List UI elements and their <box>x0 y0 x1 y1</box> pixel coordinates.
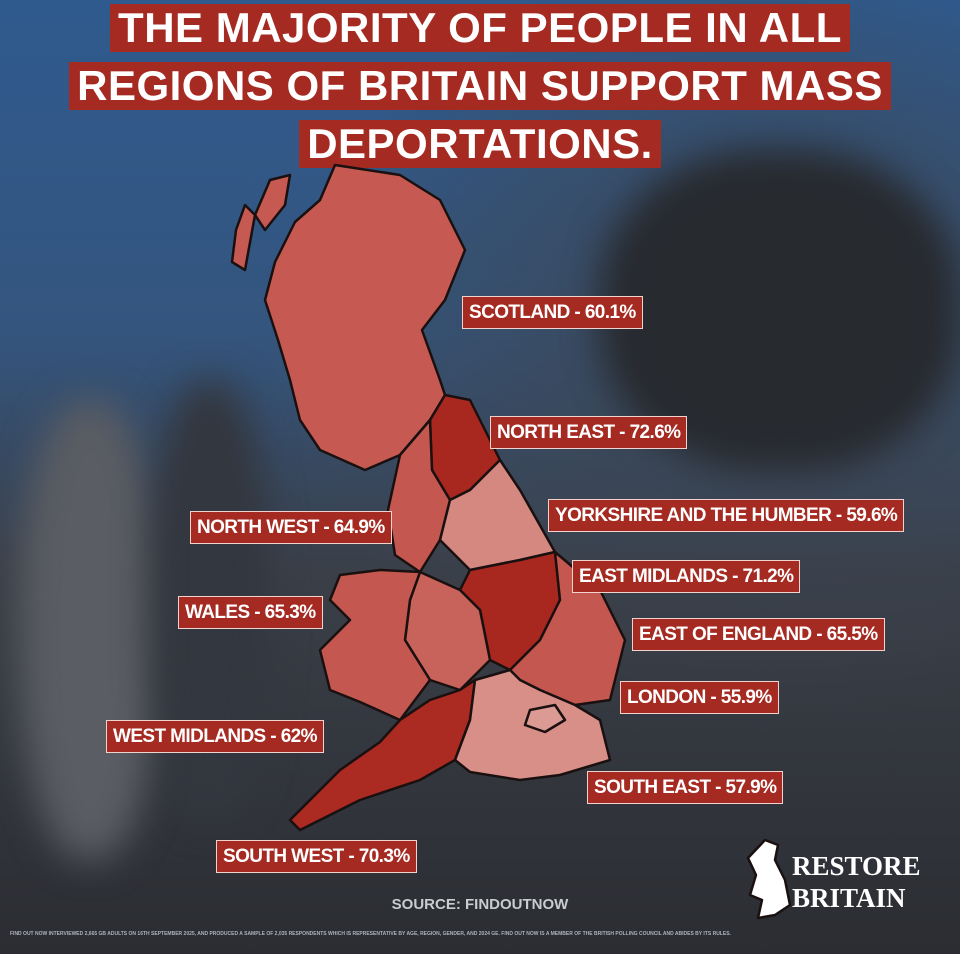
title-line: THE MAJORITY OF PEOPLE IN ALL <box>110 4 850 52</box>
title-line: DEPORTATIONS. <box>299 120 661 168</box>
region-label: YORKSHIRE AND THE HUMBER - 59.6% <box>548 499 905 532</box>
region-scotland-island <box>253 173 292 232</box>
region-label: WEST MIDLANDS - 62% <box>106 720 324 753</box>
region-label: WALES - 65.3% <box>178 596 323 629</box>
source: SOURCE: FINDOUTNOW <box>391 896 569 913</box>
logo-text: BRITAIN <box>792 883 906 913</box>
region-london <box>523 703 567 734</box>
region-scotland <box>263 163 467 472</box>
title: THE MAJORITY OF PEOPLE IN ALL REGIONS OF… <box>0 4 960 178</box>
region-label: LONDON - 55.9% <box>620 681 779 714</box>
logo-map-icon <box>746 838 792 920</box>
region-label: NORTH WEST - 64.9% <box>190 511 392 544</box>
logo-text: RESTORE <box>792 851 921 881</box>
region-label: EAST MIDLANDS - 71.2% <box>572 560 801 593</box>
logo: RESTORE BRITAIN <box>792 850 921 914</box>
region-scotland-island <box>230 203 257 272</box>
region-label: SOUTH EAST - 57.9% <box>587 771 784 804</box>
title-line: REGIONS OF BRITAIN SUPPORT MASS <box>69 62 891 110</box>
footnote: FIND OUT NOW INTERVIEWED 2,665 GB ADULTS… <box>10 931 731 937</box>
region-label: NORTH EAST - 72.6% <box>490 416 688 449</box>
background-figure <box>20 400 160 860</box>
region-label: EAST OF ENGLAND - 65.5% <box>632 618 885 651</box>
region-label: SCOTLAND - 60.1% <box>462 296 643 329</box>
region-label: SOUTH WEST - 70.3% <box>216 840 417 873</box>
